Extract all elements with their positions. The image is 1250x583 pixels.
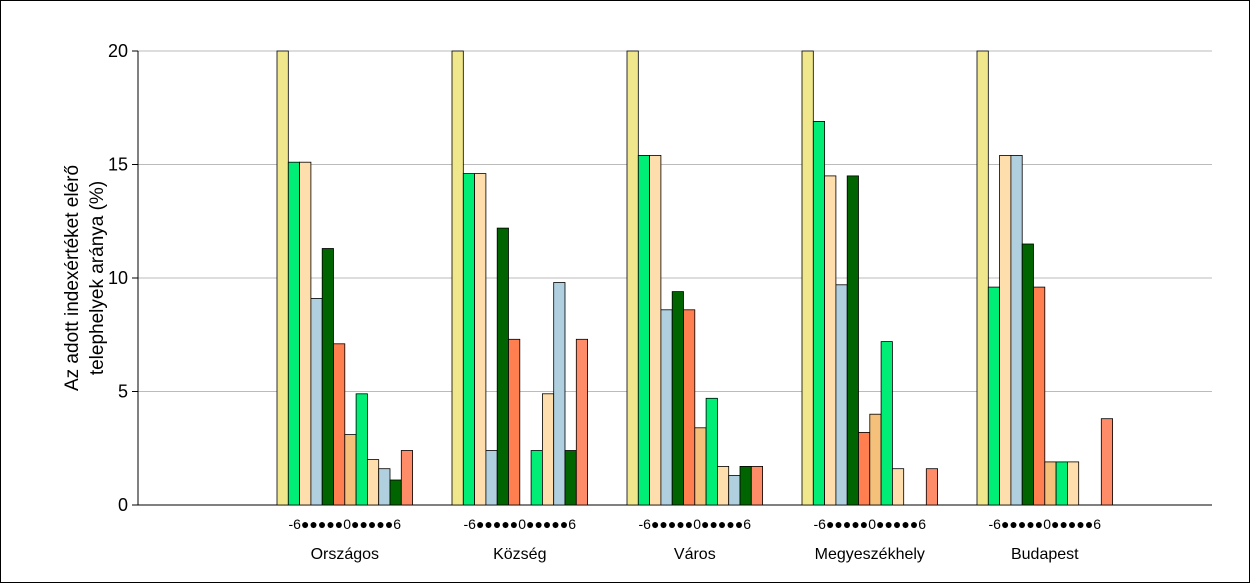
bar <box>705 397 718 506</box>
bar <box>564 450 577 506</box>
bar <box>542 393 555 506</box>
bar <box>530 450 543 506</box>
bar <box>694 427 707 506</box>
bar <box>892 468 905 506</box>
y-axis-label: Az adott indexértéket elérő <box>62 165 83 391</box>
category-label: Országos <box>311 546 379 563</box>
bar <box>750 465 763 506</box>
bar <box>728 475 741 506</box>
category-label: Megyeszékhely <box>815 546 925 563</box>
bar <box>869 413 882 506</box>
scale-label: -6●●●●●0●●●●●6 <box>989 516 1102 532</box>
bar <box>717 465 730 506</box>
scale-label: -6●●●●●0●●●●●6 <box>639 516 752 532</box>
bar <box>999 154 1012 506</box>
bar <box>660 309 673 506</box>
y-tick-label: 20 <box>108 41 128 61</box>
bar <box>925 468 938 506</box>
bar <box>739 465 752 506</box>
bar <box>553 282 566 506</box>
bar <box>671 291 684 506</box>
y-tick-label: 15 <box>108 155 128 175</box>
bar <box>389 479 402 506</box>
bar <box>462 173 475 506</box>
bar <box>976 50 989 506</box>
bar <box>451 50 464 506</box>
bar <box>508 338 521 506</box>
bar <box>344 434 357 506</box>
bar <box>1021 243 1034 506</box>
bar <box>1100 418 1114 506</box>
bar <box>683 309 696 506</box>
bar <box>355 393 368 506</box>
bar <box>1067 461 1080 506</box>
bar <box>1055 461 1068 506</box>
bar <box>333 343 346 506</box>
y-tick-label: 0 <box>118 495 128 515</box>
y-axis-label: telephelyek aránya (%) <box>87 181 108 375</box>
bar <box>276 50 289 506</box>
bar <box>299 161 312 506</box>
bar <box>496 227 509 506</box>
bar <box>1044 461 1057 506</box>
y-tick-label: 10 <box>108 268 128 288</box>
category-label: Város <box>674 546 716 563</box>
bar <box>649 154 662 506</box>
bar <box>637 154 650 506</box>
bar <box>626 50 639 506</box>
bar <box>474 173 487 506</box>
bar <box>321 248 334 506</box>
bar <box>310 297 323 506</box>
bar <box>987 286 1000 506</box>
bar <box>366 459 380 506</box>
bar <box>1033 286 1046 506</box>
bar <box>287 161 300 506</box>
category-label: Budapest <box>1011 546 1079 563</box>
bar <box>575 338 588 506</box>
bar <box>801 50 814 506</box>
y-tick-label: 5 <box>118 382 128 402</box>
bar <box>378 468 391 506</box>
scale-label: -6●●●●●0●●●●●6 <box>814 516 927 532</box>
bar <box>835 284 848 506</box>
bar <box>846 175 859 506</box>
bar <box>400 450 413 506</box>
bar <box>1010 154 1023 506</box>
category-label: Község <box>493 546 546 563</box>
bar <box>812 121 825 506</box>
scale-label: -6●●●●●0●●●●●6 <box>464 516 577 532</box>
bar <box>858 431 871 506</box>
scale-label: -6●●●●●0●●●●●6 <box>289 516 402 532</box>
bar <box>824 175 837 506</box>
bar <box>485 450 498 506</box>
bar <box>880 341 893 506</box>
